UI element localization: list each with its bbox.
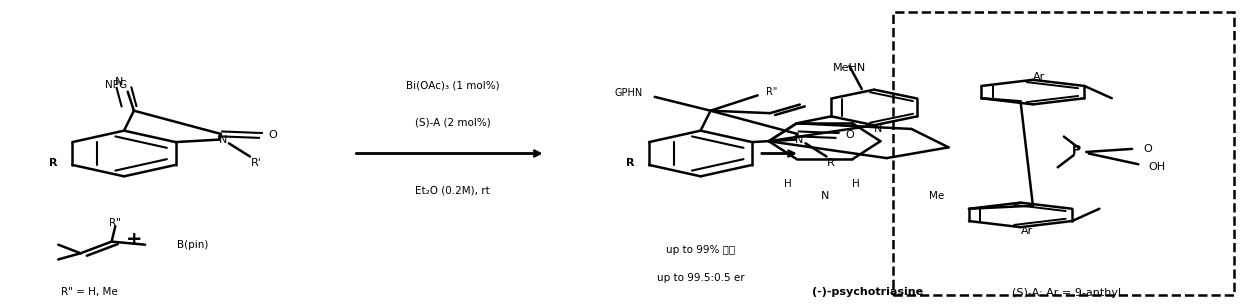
Text: H: H [852,179,859,189]
Bar [893,12,1234,295]
Text: Ar: Ar [1033,72,1045,82]
Text: up to 99% 产率: up to 99% 产率 [666,245,735,255]
Text: R': R' [250,158,262,168]
Text: R": R" [109,218,122,227]
Text: H: H [784,179,791,189]
Text: up to 99.5:0.5 er: up to 99.5:0.5 er [657,273,744,283]
Text: R": R" [766,87,777,97]
Text: (S)-A: Ar = 9-anthyl: (S)-A: Ar = 9-anthyl [1012,288,1121,298]
Text: (-)-psychotriasine: (-)-psychotriasine [812,287,924,297]
Text: (S)-A (2 mol%): (S)-A (2 mol%) [414,118,491,128]
Text: +: + [125,230,143,249]
Text: GPHN: GPHN [614,88,642,98]
Text: R: R [626,158,634,168]
Text: R" = H, Me: R" = H, Me [61,287,118,297]
Text: O: O [268,130,278,140]
Text: OH: OH [1148,162,1166,172]
Text: N: N [218,135,227,145]
Text: MeHN: MeHN [833,63,866,72]
Text: NPG: NPG [105,80,128,90]
Text: O: O [1143,144,1153,154]
Text: Et₂O (0.2M), rt: Et₂O (0.2M), rt [415,185,490,195]
Text: N: N [874,124,882,134]
Text: N: N [795,135,804,145]
Text: R': R' [827,158,838,168]
Text: Bi(OAc)₃ (1 mol%): Bi(OAc)₃ (1 mol%) [405,81,500,91]
Text: R: R [50,158,57,168]
Text: N: N [821,192,828,201]
Text: B(pin): B(pin) [177,240,208,250]
Text: O: O [844,130,854,140]
Text: N: N [115,76,123,87]
Text: Ar: Ar [1021,226,1033,236]
Text: P: P [1071,144,1081,157]
Text: Me: Me [929,192,944,201]
